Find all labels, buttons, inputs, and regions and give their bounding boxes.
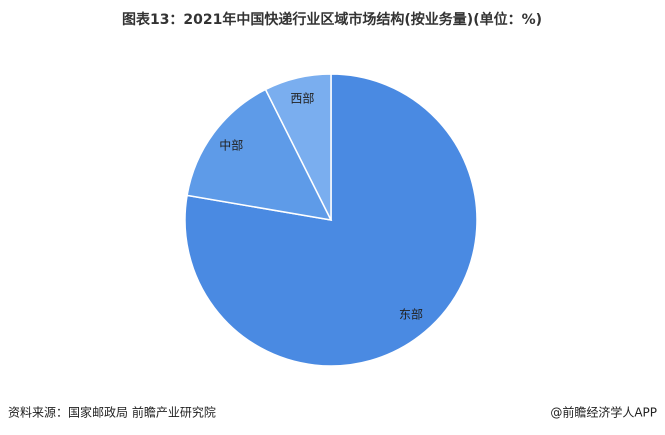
source: 资料来源：国家邮政局 前瞻产业研究院 bbox=[8, 405, 216, 420]
slice-label: 中部 bbox=[219, 138, 243, 153]
pie-slice bbox=[186, 88, 333, 221]
pie: 东部 中部 西部 bbox=[184, 73, 478, 367]
pie-slice bbox=[264, 73, 332, 221]
slice-label: 东部 bbox=[399, 306, 423, 321]
chart-title: 图表13：2021年中国快递行业区域市场结构(按业务量)(单位：%) bbox=[122, 11, 542, 28]
slice-label: 西部 bbox=[290, 91, 314, 106]
credit: @前瞻经济学人APP bbox=[550, 405, 657, 420]
